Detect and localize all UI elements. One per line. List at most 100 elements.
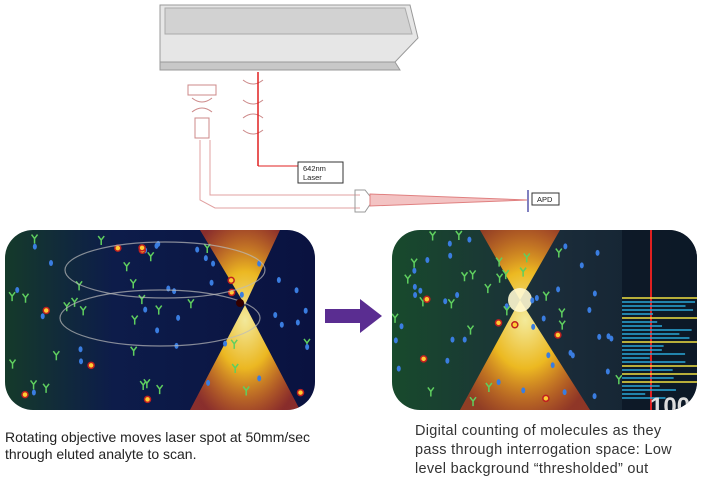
molecule [8,359,17,369]
molecule [42,383,50,393]
arrow [325,299,382,333]
molecule [542,394,550,403]
molecule [303,307,308,314]
caption: Digital counting of molecules as they [415,423,662,439]
molecule [156,384,164,395]
molecule [231,363,239,374]
molecule [209,279,214,286]
molecule [40,313,45,320]
molecule [143,395,152,404]
molecule [455,291,460,298]
molecule [460,271,469,282]
molecule [412,267,417,274]
molecule [447,298,455,309]
molecule [223,340,228,347]
optics [187,79,529,213]
molecule [97,235,105,246]
laser-label: Laser [303,173,322,182]
molecule [485,382,493,393]
molecule [242,386,250,396]
molecule [412,283,417,290]
molecule [447,240,452,247]
molecule [502,269,510,280]
molecule [592,290,597,297]
molecule [123,261,131,272]
count-panel: 100 [392,230,697,420]
molecule [521,387,526,394]
molecule [496,273,504,283]
molecule [523,252,531,263]
molecule [30,234,39,244]
molecule [15,287,20,294]
molecule [445,357,450,364]
molecule [429,231,437,241]
molecule [563,243,568,250]
molecule [542,291,550,301]
molecule [21,293,30,303]
laser: 642nm Laser APD [257,72,560,206]
molecule [52,350,60,361]
molecule [534,295,539,302]
molecule [42,306,50,315]
molecule [418,287,423,294]
molecule [129,278,137,289]
molecule [305,344,310,351]
molecule [147,251,155,262]
molecule [187,298,195,309]
molecule [392,313,399,323]
molecule [154,242,159,249]
molecule [562,389,567,396]
molecule [558,308,566,318]
molecule [606,333,611,340]
molecule [211,260,216,267]
molecule [495,257,503,267]
molecule [230,339,238,349]
molecule [206,379,211,386]
molecule [546,352,551,359]
molecule [462,336,467,343]
molecule [29,379,38,390]
molecule [511,321,519,329]
molecule [494,319,503,327]
molecule [425,257,430,264]
molecule [530,297,535,304]
caption: level background “thresholded” out [415,461,648,477]
molecule [413,291,418,298]
molecule [427,386,435,397]
counter: 100 [650,393,690,420]
molecule [131,315,139,325]
molecule [469,269,477,280]
molecule [78,346,83,353]
molecule [31,389,36,396]
detector-label: APD [537,195,553,204]
laser-label: 642nm [303,164,326,173]
molecule [419,355,428,363]
molecule [32,243,37,250]
molecule [8,291,16,302]
molecule [21,390,29,399]
molecule [455,230,463,241]
molecule [466,325,475,335]
molecule [48,259,53,266]
molecule [541,315,546,322]
molecule [239,291,244,298]
molecule [172,288,177,295]
molecule [79,358,84,365]
molecule [448,252,453,259]
molecule [423,295,431,303]
molecule [295,319,300,326]
molecule [257,260,262,267]
molecule [227,276,235,285]
molecule [294,287,299,294]
caption: Rotating objective moves laser spot at 5… [5,429,310,445]
molecule [257,375,262,382]
molecule [558,320,566,330]
molecule [597,333,602,340]
molecule [587,307,592,314]
molecule [605,368,610,375]
molecule [615,374,623,385]
molecule [443,298,448,305]
molecule [579,262,584,269]
